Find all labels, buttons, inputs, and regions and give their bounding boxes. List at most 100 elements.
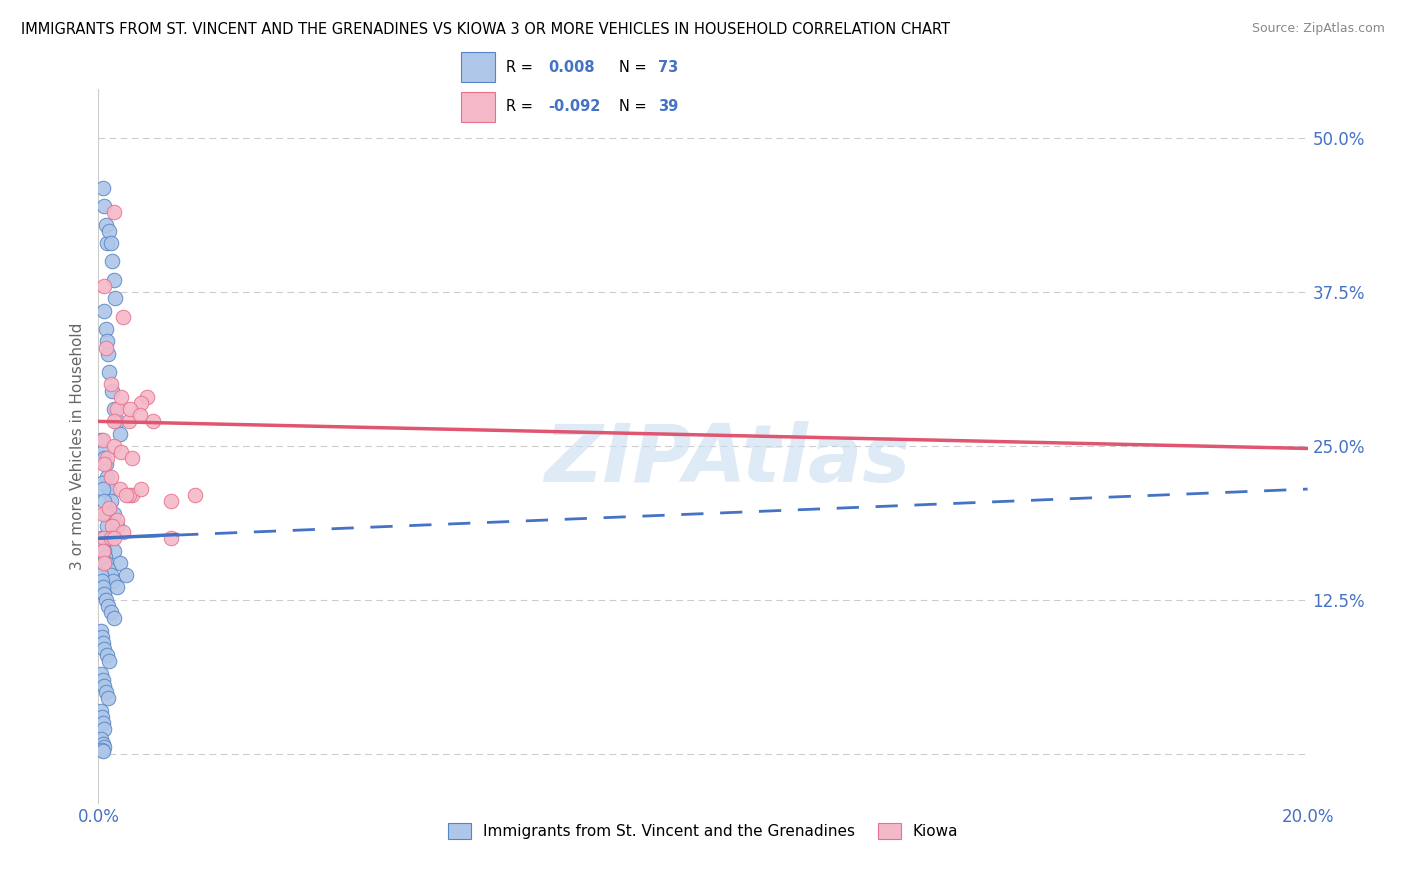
Point <box>118 414 141 428</box>
Text: N =: N = <box>619 60 647 75</box>
Point <box>105 402 128 417</box>
FancyBboxPatch shape <box>461 92 495 121</box>
Point <box>91 537 114 551</box>
Point <box>91 581 114 595</box>
Point <box>129 396 152 410</box>
Point <box>101 574 124 589</box>
Text: IMMIGRANTS FROM ST. VINCENT AND THE GRENADINES VS KIOWA 3 OR MORE VEHICLES IN HO: IMMIGRANTS FROM ST. VINCENT AND THE GREN… <box>21 22 950 37</box>
Point <box>100 235 122 250</box>
Point <box>91 574 114 589</box>
Text: 73: 73 <box>658 60 678 75</box>
Point <box>135 390 157 404</box>
Point <box>100 531 122 545</box>
Point <box>128 409 150 423</box>
Point <box>91 636 114 650</box>
Point <box>97 691 120 706</box>
Point <box>129 482 152 496</box>
Point <box>108 556 131 570</box>
Point <box>91 180 114 194</box>
Point <box>93 303 115 318</box>
Point <box>121 488 143 502</box>
Point <box>96 592 118 607</box>
Point <box>90 624 112 638</box>
Point <box>94 322 117 336</box>
Point <box>90 433 112 447</box>
Point <box>93 642 115 657</box>
Point <box>100 531 122 545</box>
Point <box>105 414 128 428</box>
Point <box>111 525 134 540</box>
Point <box>98 500 121 515</box>
Text: 39: 39 <box>658 99 678 114</box>
Point <box>103 543 125 558</box>
Point <box>108 426 131 441</box>
Point <box>93 199 115 213</box>
Point <box>93 740 115 755</box>
Point <box>91 673 114 687</box>
Point <box>103 205 125 219</box>
Point <box>90 666 112 681</box>
Point <box>94 341 117 355</box>
Point <box>91 630 114 644</box>
Point <box>98 654 121 668</box>
Point <box>93 587 115 601</box>
Point <box>90 704 112 718</box>
Point <box>110 390 132 404</box>
Point <box>100 469 122 483</box>
Point <box>94 458 117 472</box>
Point <box>91 709 114 723</box>
Text: R =: R = <box>506 99 533 114</box>
Point <box>91 445 114 459</box>
Point <box>93 451 115 466</box>
Point <box>118 402 141 417</box>
Text: Source: ZipAtlas.com: Source: ZipAtlas.com <box>1251 22 1385 36</box>
Point <box>93 679 115 693</box>
Point <box>96 469 118 483</box>
Point <box>94 549 117 564</box>
Point <box>93 494 115 508</box>
Point <box>114 568 136 582</box>
Point <box>103 273 125 287</box>
Point <box>100 494 122 508</box>
Point <box>105 581 128 595</box>
Legend: Immigrants from St. Vincent and the Grenadines, Kiowa: Immigrants from St. Vincent and the Gren… <box>441 817 965 845</box>
Point <box>96 519 118 533</box>
Point <box>91 433 114 447</box>
Text: ZIPAtlas: ZIPAtlas <box>544 421 910 500</box>
Point <box>100 605 122 619</box>
Point <box>110 445 132 459</box>
Point <box>103 507 125 521</box>
Point <box>98 224 121 238</box>
Point <box>100 254 122 268</box>
Point <box>103 414 125 428</box>
FancyBboxPatch shape <box>461 53 495 82</box>
Point <box>100 384 122 398</box>
Point <box>91 543 114 558</box>
Point <box>98 365 121 379</box>
Point <box>111 310 134 324</box>
Point <box>96 235 118 250</box>
Point <box>90 731 112 746</box>
Point <box>90 531 112 545</box>
Point <box>103 531 125 545</box>
Point <box>94 218 117 232</box>
Point <box>105 519 128 533</box>
Point <box>93 279 115 293</box>
Point <box>91 737 114 751</box>
Point <box>103 439 125 453</box>
Point <box>93 556 115 570</box>
Point <box>93 543 115 558</box>
Point <box>96 648 118 662</box>
Y-axis label: 3 or more Vehicles in Household: 3 or more Vehicles in Household <box>69 322 84 570</box>
Point <box>93 722 115 736</box>
Point <box>91 482 114 496</box>
Point <box>97 562 120 576</box>
Point <box>91 715 114 730</box>
Point <box>121 451 143 466</box>
Point <box>160 531 183 545</box>
Point <box>103 402 125 417</box>
Point <box>142 414 165 428</box>
Point <box>108 482 131 496</box>
Point <box>100 519 122 533</box>
Point <box>94 685 117 699</box>
